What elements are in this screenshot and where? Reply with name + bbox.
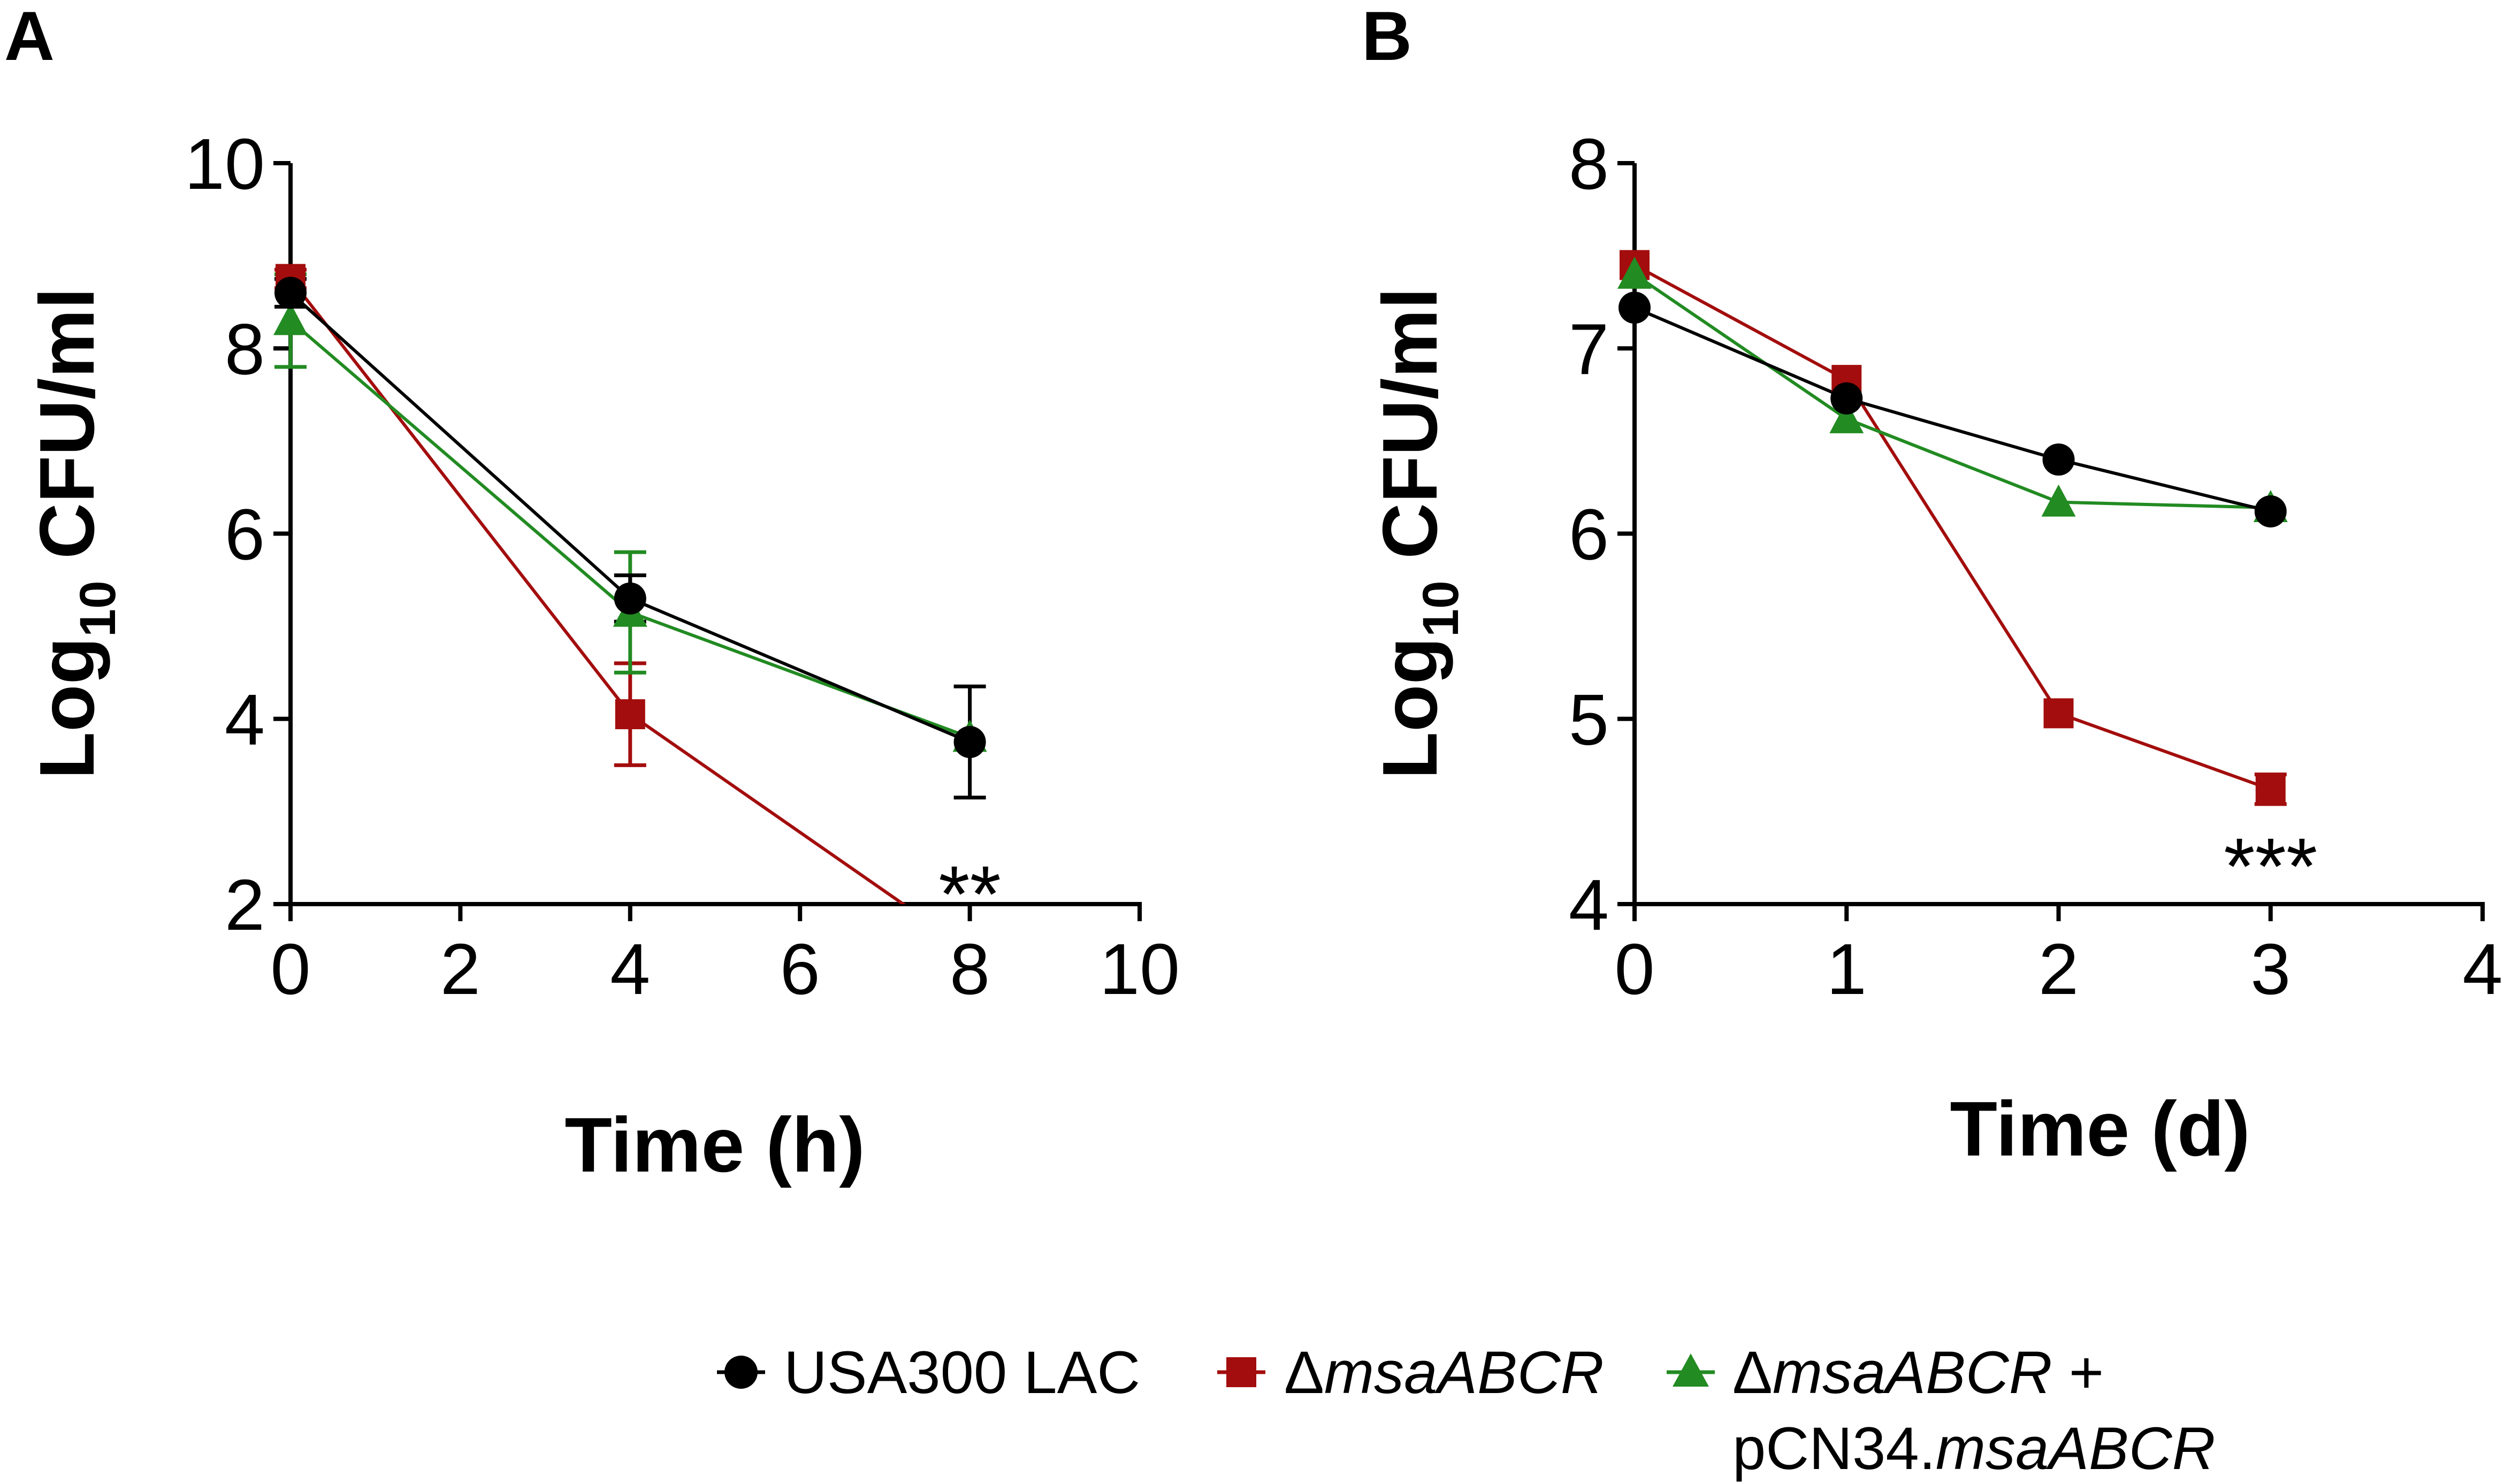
legend-comp-delta: Δ [1732, 1339, 1773, 1406]
x-tick-label: 2 [2039, 929, 2079, 1009]
y-tick-label: 5 [1569, 679, 1609, 760]
legend-mutant-delta: Δ [1284, 1339, 1324, 1406]
x-tick-label: 10 [1100, 929, 1180, 1009]
y-axis-title: Log10 CFU/ml [1366, 287, 1469, 779]
y-tick-label: 2 [225, 865, 265, 945]
legend-plasmid-prefix: pCN34. [1732, 1415, 1936, 1482]
x-tick-label: 4 [610, 929, 650, 1009]
legend-label-plasmid: pCN34.msaABCR [1732, 1415, 2216, 1482]
x-tick-label: 2 [440, 929, 480, 1009]
y-tick-label: 8 [1569, 124, 1609, 204]
data-point-usa300 [953, 726, 986, 759]
y-tick-label: 4 [1569, 865, 1609, 945]
y-axis-title: Log10 CFU/ml [24, 287, 126, 779]
x-tick-label: 0 [1614, 929, 1654, 1009]
data-point-complemented [1617, 256, 1652, 289]
data-point-usa300 [614, 582, 646, 615]
series-line-usa300 [1633, 306, 2271, 513]
legend-label-complemented: ΔmsaABCR + [1732, 1339, 2104, 1406]
plot-area [273, 264, 987, 904]
panel-letter-a: A [4, 0, 55, 75]
y-tick-label: 4 [225, 679, 265, 760]
x-tick-label: 3 [2250, 929, 2291, 1009]
panel-b-chart: 4 5 6 7 8 0 1 2 3 4 Time (d) Log10 CFU/ml *** [1366, 124, 2503, 1172]
data-point-complemented [1829, 401, 1864, 433]
legend-item-complemented: ΔmsaABCR + pCN34.msaABCR [1667, 1339, 2216, 1482]
legend-marker-circle-icon [724, 1356, 758, 1389]
data-point-complemented [2041, 484, 2076, 517]
y-axis-title-rest: CFU/ml [1366, 287, 1453, 580]
legend: USA300 LAC ΔmsaABCR ΔmsaABCR + pCN34.msa… [717, 1339, 2216, 1482]
x-tick-label: 8 [950, 929, 990, 1009]
series-line-complemented [1633, 273, 2271, 510]
y-tick-label: 7 [1569, 309, 1609, 389]
data-point-usa300 [1830, 382, 1863, 415]
data-point-usa300 [2254, 495, 2287, 527]
x-tick-label: 4 [2462, 929, 2502, 1009]
legend-comp-gene: msaABCR [1773, 1339, 2052, 1406]
significance-annotation: ** [938, 849, 1001, 939]
y-tick-label: 8 [225, 309, 265, 389]
y-axis-title-rest: CFU/ml [24, 287, 110, 580]
y-axis-title-subscript: 10 [1413, 580, 1469, 637]
legend-plasmid-gene: msaABCR [1936, 1415, 2216, 1482]
legend-item-usa300: USA300 LAC [717, 1339, 1140, 1406]
data-point-usa300 [1619, 292, 1651, 324]
panel-letter-b: B [1362, 0, 1412, 75]
x-tick-label: 0 [270, 929, 310, 1009]
y-axis-title-subscript: 10 [70, 580, 126, 637]
legend-label-mutant: ΔmsaABCR [1284, 1339, 1604, 1406]
data-point-mutant [2255, 774, 2286, 805]
data-point-usa300 [274, 277, 307, 309]
legend-label-usa300: USA300 LAC [784, 1339, 1140, 1406]
x-axis-title: Time (d) [1950, 1085, 2250, 1172]
legend-mutant-gene: msaABCR [1324, 1339, 1604, 1406]
y-tick-label: 6 [225, 494, 265, 575]
legend-item-mutant: ΔmsaABCR [1217, 1339, 1604, 1406]
data-point-mutant [615, 699, 645, 730]
y-axis-title-main: Log [1366, 637, 1453, 779]
x-tick-label: 6 [780, 929, 820, 1009]
legend-comp-plus: + [2052, 1339, 2104, 1406]
data-point-mutant [2043, 698, 2074, 729]
y-axis-title-main: Log [24, 637, 110, 779]
data-point-complemented [273, 303, 308, 335]
legend-marker-square-icon [1226, 1357, 1256, 1387]
x-tick-label: 1 [1827, 929, 1867, 1009]
data-point-usa300 [2042, 443, 2075, 476]
x-axis-title: Time (h) [564, 1101, 865, 1188]
y-tick-label: 10 [185, 124, 265, 204]
legend-marker-triangle-icon [1673, 1353, 1709, 1387]
significance-annotation: *** [2224, 821, 2317, 911]
series-line-mutant [1633, 263, 2271, 791]
plot-area [1617, 250, 2288, 806]
y-tick-label: 6 [1569, 494, 1609, 575]
